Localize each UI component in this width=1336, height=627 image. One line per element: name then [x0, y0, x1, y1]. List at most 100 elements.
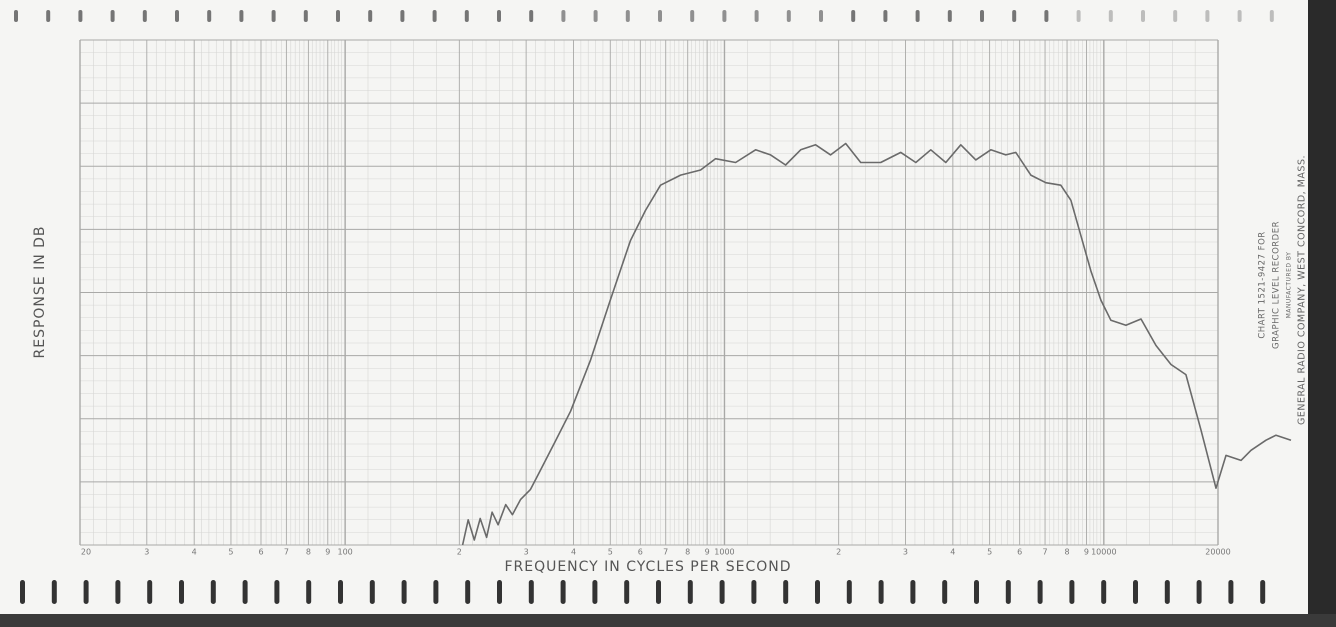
sprocket-hole [336, 10, 340, 22]
sprocket-hole [1012, 10, 1017, 22]
x-tick-label: 1000 [714, 548, 734, 557]
sprocket-hole [815, 580, 820, 604]
sprocket-hole [783, 580, 789, 604]
x-tick-label: 6 [1017, 548, 1022, 557]
sprocket-hole [915, 10, 920, 22]
paper-edge [1308, 0, 1336, 627]
sprocket-hole [1108, 10, 1113, 22]
sprocket-hole [147, 580, 153, 604]
sprocket-hole [1173, 10, 1178, 22]
sprocket-hole [142, 10, 147, 22]
sprocket-hole [1101, 580, 1107, 604]
x-tick-label: 7 [284, 548, 289, 557]
x-tick-label: 6 [638, 548, 643, 557]
sprocket-hole [1196, 580, 1202, 604]
y-axis-title: RESPONSE IN DB [32, 225, 48, 358]
sprocket-hole [274, 580, 280, 604]
sprocket-hole [974, 580, 979, 604]
sprocket-hole [1037, 580, 1043, 604]
sprocket-hole [846, 580, 852, 604]
response-line [461, 142, 1292, 546]
x-tick-label: 7 [1043, 548, 1048, 557]
x-tick-label: 9 [705, 548, 710, 557]
sprocket-hole [20, 580, 25, 604]
annotation: CHART 1521-9427 FOR [1258, 231, 1268, 338]
x-tick-label: 8 [306, 548, 311, 557]
sprocket-hole [115, 580, 121, 604]
x-tick-label: 2 [457, 548, 462, 557]
sprocket-hole [78, 10, 83, 22]
sprocket-hole [786, 10, 791, 22]
sprocket-hole [306, 580, 312, 604]
sprocket-hole [369, 580, 375, 604]
x-tick-label: 20 [81, 548, 91, 557]
x-tick-label: 9 [1084, 548, 1089, 557]
annotation: GRAPHIC LEVEL RECORDER [1272, 221, 1282, 349]
sprocket-hole [1133, 580, 1138, 604]
sprocket-hole [207, 10, 212, 22]
sprocket-hole [560, 580, 566, 604]
sprocket-hole [910, 580, 916, 604]
sprocket-hole [529, 10, 534, 22]
sprocket-hole [942, 580, 948, 604]
sprocket-hole [1164, 580, 1170, 604]
x-tick-label: 20000 [1205, 548, 1230, 557]
sprocket-hole [1205, 10, 1210, 22]
sprocket-hole [687, 580, 693, 604]
sprocket-hole [624, 580, 630, 604]
x-tick-label: 7 [663, 548, 668, 557]
sprocket-hole [338, 580, 343, 604]
sprocket-hole [175, 10, 179, 22]
sprocket-holes [14, 10, 1274, 604]
sprocket-hole [593, 10, 598, 22]
x-tick-label: 6 [258, 548, 263, 557]
sprocket-hole [1044, 10, 1049, 22]
x-axis-title: FREQUENCY IN CYCLES PER SECOND [504, 559, 791, 575]
x-tick-label: 3 [144, 548, 149, 557]
sprocket-hole [465, 580, 471, 604]
sprocket-hole [110, 10, 115, 22]
sprocket-hole [851, 10, 856, 22]
sprocket-hole [432, 10, 437, 22]
sprocket-hole [754, 10, 759, 22]
sprocket-hole [179, 580, 184, 604]
sprocket-hole [464, 10, 469, 22]
x-tick-label: 10000 [1091, 548, 1116, 557]
x-tick-label: 5 [608, 548, 613, 557]
x-tick-label: 100 [338, 548, 353, 557]
sprocket-hole [690, 10, 695, 22]
x-tick-label: 2 [836, 548, 841, 557]
sprocket-hole [303, 10, 308, 22]
sprocket-hole [497, 580, 502, 604]
sprocket-hole [1237, 10, 1242, 22]
x-tick-label: 5 [228, 548, 233, 557]
x-tick-label: 9 [325, 548, 330, 557]
x-tick-label: 4 [571, 548, 576, 557]
x-tick-label: 4 [950, 548, 955, 557]
x-tick-label: 3 [903, 548, 908, 557]
sprocket-hole [947, 10, 952, 22]
sprocket-hole [1269, 10, 1274, 22]
sprocket-hole [271, 10, 276, 22]
sprocket-hole [592, 580, 598, 604]
sprocket-hole [561, 10, 566, 22]
x-tick-label: 8 [1065, 548, 1070, 557]
annotation: MANUFACTURED BY [1286, 252, 1293, 319]
sprocket-hole [1228, 580, 1234, 604]
sprocket-hole [1260, 580, 1266, 604]
sprocket-hole [751, 580, 757, 604]
annotation: GENERAL RADIO COMPANY, WEST CONCORD, MAS… [1297, 155, 1308, 425]
x-tick-label: 5 [987, 548, 992, 557]
sprocket-hole [210, 580, 216, 604]
sprocket-hole [1141, 10, 1145, 22]
sprocket-hole [46, 10, 51, 22]
grid [79, 39, 1219, 546]
sprocket-hole [625, 10, 630, 22]
sprocket-hole [883, 10, 888, 22]
sprocket-hole [722, 10, 727, 22]
x-tick-label: 8 [685, 548, 690, 557]
sprocket-hole [719, 580, 725, 604]
